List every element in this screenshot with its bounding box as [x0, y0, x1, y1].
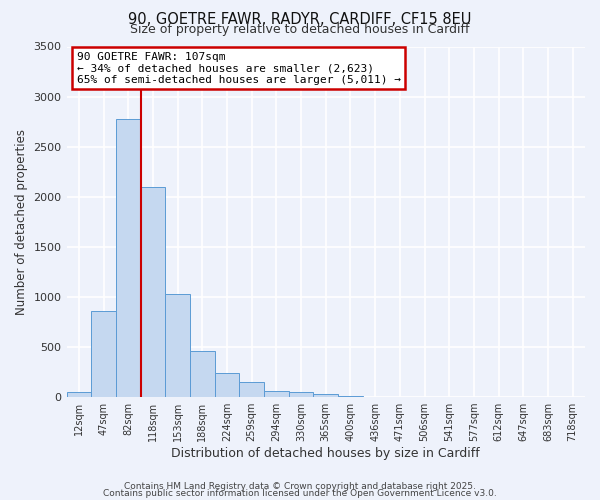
- Bar: [67, 392, 91, 397]
- Bar: [140, 186, 165, 397]
- Text: Contains HM Land Registry data © Crown copyright and database right 2025.: Contains HM Land Registry data © Crown c…: [124, 482, 476, 491]
- Text: Size of property relative to detached houses in Cardiff: Size of property relative to detached ho…: [130, 22, 470, 36]
- Text: 90, GOETRE FAWR, RADYR, CARDIFF, CF15 8EU: 90, GOETRE FAWR, RADYR, CARDIFF, CF15 8E…: [128, 12, 472, 28]
- X-axis label: Distribution of detached houses by size in Cardiff: Distribution of detached houses by size …: [172, 447, 480, 460]
- Bar: [91, 312, 116, 397]
- Bar: [116, 118, 140, 397]
- Bar: [239, 382, 264, 397]
- Bar: [190, 351, 215, 397]
- Y-axis label: Number of detached properties: Number of detached properties: [15, 129, 28, 315]
- Bar: [215, 372, 239, 397]
- Bar: [264, 390, 289, 397]
- Bar: [289, 392, 313, 397]
- Bar: [313, 394, 338, 397]
- Text: 90 GOETRE FAWR: 107sqm
← 34% of detached houses are smaller (2,623)
65% of semi-: 90 GOETRE FAWR: 107sqm ← 34% of detached…: [77, 52, 401, 85]
- Text: Contains public sector information licensed under the Open Government Licence v3: Contains public sector information licen…: [103, 490, 497, 498]
- Bar: [338, 396, 363, 397]
- Bar: [363, 396, 388, 397]
- Bar: [165, 294, 190, 397]
